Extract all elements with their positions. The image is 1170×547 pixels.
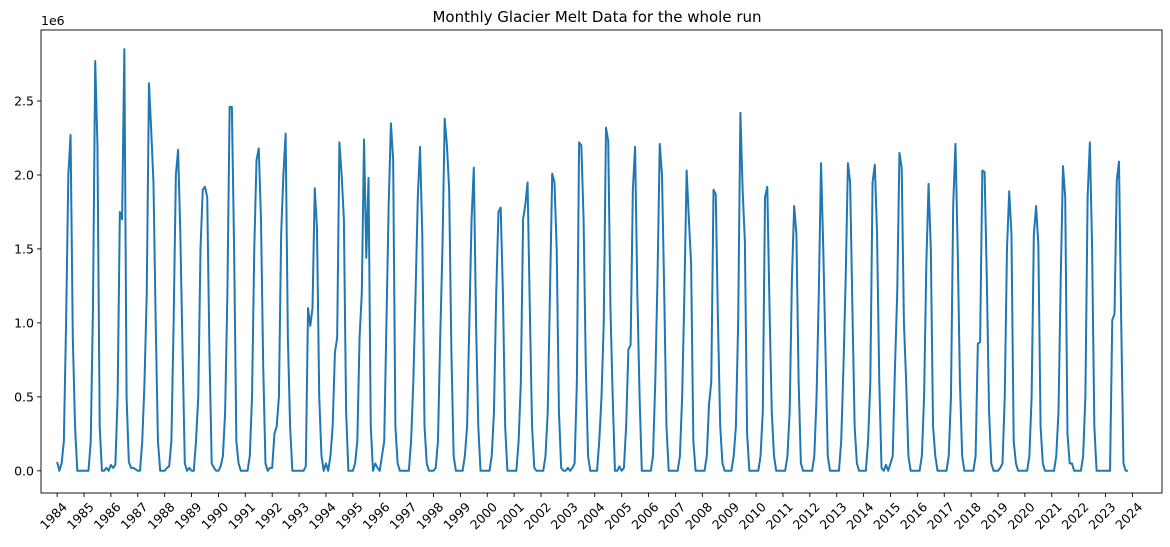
x-tick-label: 2022 [1058,499,1091,532]
x-tick-label: 2014 [843,499,876,532]
y-axis: 0.0 0.5 1.0 1.5 2.0 2.5 [14,94,41,478]
y-tick-label: 1.0 [14,315,34,330]
series-line [56,48,1128,472]
y-tick-label: 0.0 [14,463,34,478]
plot-area: 0.00.51.01.52.02.5 198419851986198719881… [14,29,1163,532]
x-tick-label: 2003 [548,499,581,532]
x-tick-label: 1989 [171,499,204,532]
x-tick-label: 1997 [386,499,419,532]
y-tick-label: 2.0 [14,167,34,182]
x-tick-label: 2001 [494,499,527,532]
y-tick-label: 2.5 [14,94,34,109]
x-tick-label: 1994 [306,499,339,532]
x-tick-label: 1998 [413,499,446,532]
y-offset-label: 1e6 [41,13,65,28]
x-tick-label: 2008 [682,499,715,532]
x-tick-label: 2020 [1005,499,1038,532]
chart-title: Monthly Glacier Melt Data for the whole … [432,8,761,26]
x-tick-label: 1991 [225,499,258,532]
x-tick-label: 1999 [440,499,473,532]
x-tick-label: 1995 [333,499,366,532]
y-tick-label: 1.5 [14,241,34,256]
x-tick-label: 2010 [736,499,769,532]
x-tick-label: 2004 [575,499,608,532]
x-tick-label: 2019 [978,499,1011,532]
x-tick-label: 2002 [521,499,554,532]
plot-frame [40,29,1163,494]
x-tick-label: 2012 [790,499,823,532]
x-tick-label: 2011 [763,499,796,532]
x-tick-label: 2009 [709,499,742,532]
x-tick-label: 2006 [628,499,661,532]
x-tick-label: 2005 [601,499,634,532]
x-tick-label: 2013 [817,499,850,532]
x-tick-label: 2016 [897,499,930,532]
y-tick-label: 0.5 [14,389,34,404]
x-tick-label: 1984 [37,499,70,532]
x-tick-label: 1988 [144,499,177,532]
x-tick-label: 2018 [951,499,984,532]
x-axis: 1984198519861987198819891990199119921993… [37,493,1145,532]
x-tick-label: 1996 [360,499,393,532]
x-tick-label: 1987 [118,499,151,532]
x-tick-label: 2024 [1112,499,1145,532]
x-tick-label: 1992 [252,499,285,532]
x-tick-label: 2023 [1085,499,1118,532]
x-tick-label: 2015 [870,499,903,532]
x-tick-label: 2000 [467,499,500,532]
x-tick-label: 1985 [64,499,97,532]
x-tick-label: 1986 [91,499,124,532]
x-tick-label: 1993 [279,499,312,532]
x-tick-label: 1990 [198,499,231,532]
x-tick-label: 2017 [924,499,957,532]
x-tick-label: 2007 [655,499,688,532]
x-tick-label: 2021 [1032,499,1065,532]
